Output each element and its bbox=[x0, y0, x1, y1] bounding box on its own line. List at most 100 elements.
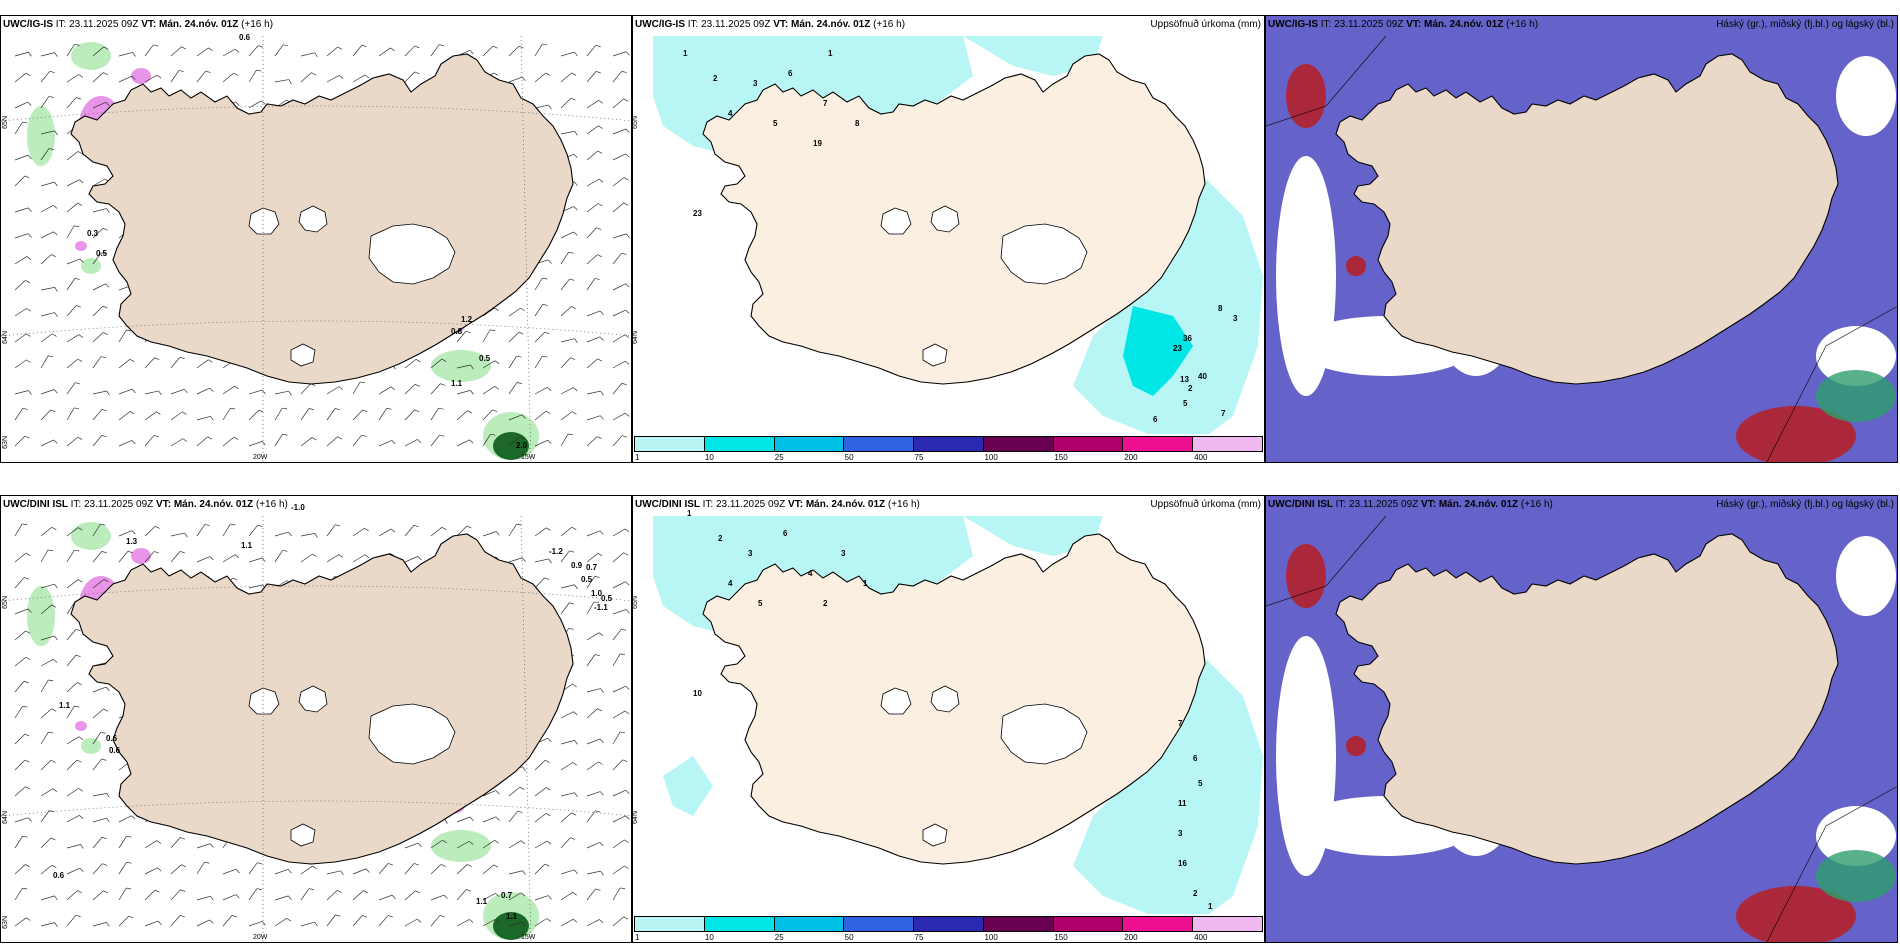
high-cloud bbox=[1286, 64, 1326, 128]
precip-value: 7 bbox=[1178, 719, 1183, 728]
wind-value: 0.7 bbox=[586, 563, 598, 572]
header-lead: (+16 h) bbox=[241, 19, 274, 30]
header-lead: (+16 h) bbox=[255, 499, 288, 510]
wind-value: 0.6 bbox=[53, 871, 65, 880]
boundary-line bbox=[1766, 786, 1897, 942]
precip-value: 1 bbox=[683, 49, 688, 58]
panel-header: UWC/DINI ISL IT: 23.11.2025 09Z VT: Mán.… bbox=[635, 499, 920, 510]
graticule bbox=[1, 35, 631, 462]
panel-dini-wind: -1.0 1.3 1.1 -1.2 0.9 0.7 0.5 1.0 0.5 -1.1 1.1 0.6 0… bbox=[0, 495, 632, 943]
lat-label: 64N bbox=[632, 331, 639, 344]
precip-shading bbox=[81, 738, 101, 754]
header-model: UWC/IG-IS bbox=[3, 19, 56, 30]
glacier-outline bbox=[1000, 223, 1088, 285]
colorbar-tick: 100 bbox=[984, 933, 998, 942]
precip-value: 4 bbox=[728, 109, 733, 118]
wind-value: 2.0 bbox=[516, 441, 528, 450]
header-init: 23.11.2025 09Z bbox=[1334, 19, 1407, 30]
header-init-label: IT: bbox=[1320, 19, 1335, 30]
precip-shading bbox=[75, 241, 87, 251]
precip-value: 3 bbox=[841, 549, 846, 558]
lat-label: 63N bbox=[2, 436, 9, 449]
panel-header: UWC/DINI ISL IT: 23.11.2025 09Z VT: Mán.… bbox=[1268, 499, 1553, 510]
colorbar-swatch bbox=[914, 917, 984, 931]
header-init: 23.11.2025 09Z bbox=[701, 19, 774, 30]
mid-cloud bbox=[1816, 370, 1896, 422]
precip-value: 5 bbox=[1183, 399, 1188, 408]
precip-value: 10 bbox=[693, 689, 702, 698]
glacier-outline bbox=[290, 823, 316, 847]
header-model: UWC/DINI ISL bbox=[1268, 499, 1336, 510]
header-valid-label: VT: bbox=[156, 499, 174, 510]
panel-header: UWC/DINI ISL IT: 23.11.2025 09Z VT: Mán.… bbox=[3, 499, 288, 510]
header-model: UWC/DINI ISL bbox=[3, 499, 71, 510]
precip-value: 6 bbox=[1193, 754, 1198, 763]
wind-value: 0.6 bbox=[106, 734, 118, 743]
wind-value: 0.5 bbox=[96, 249, 108, 258]
header-valid-label: VT: bbox=[1406, 19, 1425, 30]
precip-value: 1 bbox=[1208, 902, 1213, 911]
header-init-label: IT: bbox=[55, 19, 70, 30]
high-cloud bbox=[1346, 256, 1366, 276]
lat-label: 65N bbox=[2, 116, 9, 129]
wind-value: 1.2 bbox=[461, 315, 473, 324]
colorbar-tick: 1 bbox=[635, 453, 640, 462]
wind-value: 0.3 bbox=[87, 229, 99, 238]
colorbar-tick: 400 bbox=[1194, 453, 1208, 462]
header-init: 23.11.2025 09Z bbox=[83, 499, 157, 510]
precip-value: 8 bbox=[1218, 304, 1223, 313]
colorbar-swatch bbox=[844, 917, 915, 931]
field-title: Uppsöfnuð úrkoma (mm) bbox=[1150, 19, 1261, 30]
precip-value: 5 bbox=[1198, 779, 1203, 788]
glacier-outline bbox=[922, 823, 948, 847]
iceland-landmass bbox=[1335, 533, 1839, 865]
precip-colorbar: 1 10 25 50 75 100 150 200 400 bbox=[633, 434, 1264, 462]
glacier-outline bbox=[298, 685, 328, 713]
wind-value-labels: -1.01.3 1.1-1.20.9 0.70.51.00.5-1.11.10.60… bbox=[53, 503, 613, 921]
wind-value: 1.1 bbox=[506, 912, 518, 921]
colorbar-swatch bbox=[983, 437, 1054, 451]
precip-value: 7 bbox=[1221, 409, 1226, 418]
colorbar-swatch bbox=[1123, 917, 1194, 931]
precip-value: 40 bbox=[1198, 372, 1207, 381]
colorbar-tick: 10 bbox=[704, 453, 714, 462]
precip-value: 6 bbox=[783, 529, 788, 538]
colorbar-swatch bbox=[914, 437, 984, 451]
wind-value-labels: 0.6 0.3 0.5 0.8 1.2 0.5 1.1 2.0 bbox=[87, 33, 528, 450]
precip-value: 3 bbox=[753, 79, 758, 88]
clear-sky bbox=[1836, 56, 1896, 136]
glacier-outline bbox=[880, 687, 912, 715]
lon-label: 15W bbox=[521, 454, 536, 461]
clear-sky bbox=[1816, 806, 1896, 866]
precip-value: 13 bbox=[1180, 375, 1189, 384]
map-precip: 1 2 3 4 5 6 4 3 1 2 10 7 6 5 11 3 16 2 1 bbox=[653, 509, 1263, 926]
precip-value: 2 bbox=[1188, 384, 1193, 393]
header-init-label: IT: bbox=[1335, 499, 1349, 510]
colorbar-tick: 75 bbox=[914, 453, 924, 462]
header-init: 23.11.2025 09Z bbox=[1348, 499, 1422, 510]
header-init-label: IT: bbox=[687, 19, 702, 30]
colorbar-swatch bbox=[844, 437, 915, 451]
precip-value: 6 bbox=[1153, 415, 1158, 424]
precip-shading bbox=[493, 912, 529, 940]
colorbar-tick: 200 bbox=[1124, 933, 1138, 942]
colorbar-tick: 200 bbox=[1124, 453, 1138, 462]
wind-value: 0.9 bbox=[571, 561, 583, 570]
header-init-label: IT: bbox=[70, 499, 84, 510]
graticule bbox=[1, 515, 631, 942]
header-valid-label: VT: bbox=[141, 19, 160, 30]
header-valid: Mán. 24.nóv. 01Z bbox=[1438, 499, 1521, 510]
precip-value: 36 bbox=[1183, 334, 1192, 343]
precip-shading bbox=[71, 42, 111, 70]
header-lead: (+16 h) bbox=[1506, 19, 1539, 30]
wind-value: 1.0 bbox=[591, 589, 603, 598]
precip-value: 11 bbox=[1178, 799, 1187, 808]
wind-value: -1.0 bbox=[291, 503, 305, 512]
wind-value: 0.6 bbox=[109, 746, 121, 755]
lon-label: 20W bbox=[253, 934, 268, 941]
colorbar-swatch bbox=[774, 437, 845, 451]
colorbar-swatch bbox=[1053, 917, 1124, 931]
precip-value: 23 bbox=[693, 209, 702, 218]
precip-value: 1 bbox=[687, 509, 692, 518]
